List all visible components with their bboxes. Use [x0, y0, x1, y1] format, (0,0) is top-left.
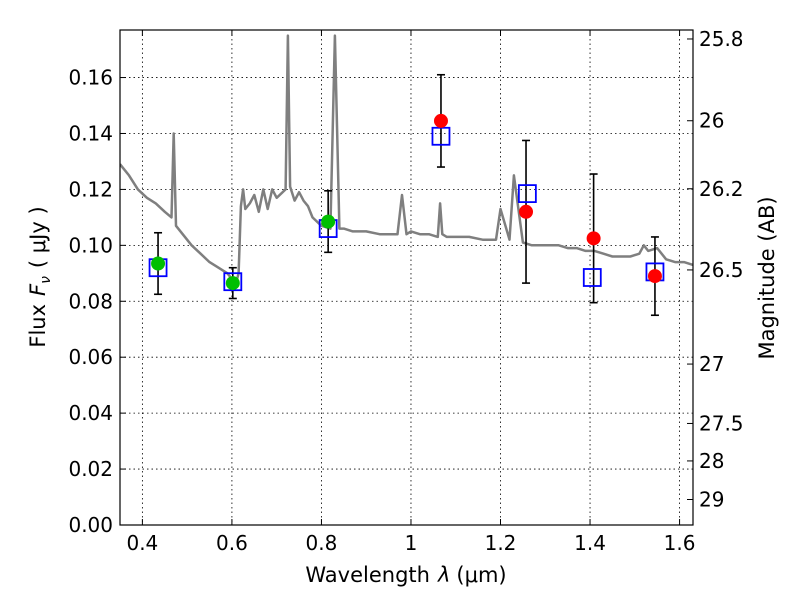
- plot-frame: [119, 29, 694, 526]
- x-tick-label: 0.4: [126, 531, 158, 555]
- observed-points-layer: [151, 113, 662, 291]
- y2-tick-label: 26.5: [699, 258, 744, 282]
- y-tick-label: 0.06: [68, 345, 113, 369]
- y-tick-label: 0.00: [68, 513, 113, 537]
- observed-point: [586, 231, 601, 246]
- y2-tick-label: 29: [699, 487, 724, 511]
- y-tick-label: 0.10: [68, 233, 113, 257]
- y2-tick-label: 27.5: [699, 411, 744, 435]
- axis-ticks: 0.4 0.6 0.8 1 1.2 1.4 1.6 0.00 0.02 0.04 0.06 0.08 0…: [68, 27, 743, 555]
- y-tick-label: 0.04: [68, 401, 113, 425]
- model-square-point: [223, 272, 243, 292]
- model-square-point: [517, 184, 537, 204]
- x-tick-label: 1.4: [574, 531, 606, 555]
- x-axis-title: Wavelength λ (μm): [305, 563, 506, 587]
- x-tick-label: 1: [405, 531, 418, 555]
- spectrum-line: [120, 34, 693, 283]
- observed-point: [151, 256, 166, 271]
- y-axis-title: FluxFν( μJy ): [26, 206, 54, 347]
- y2-tick-label: 28: [699, 449, 724, 473]
- y2-tick-label: 26: [699, 109, 724, 133]
- y-tick-label: 0.16: [68, 66, 113, 90]
- grid-lines: [120, 30, 693, 526]
- plot-area: [120, 34, 693, 317]
- y-tick-label: 0.12: [68, 177, 113, 201]
- observed-point: [433, 113, 448, 128]
- observed-point: [321, 214, 336, 229]
- y2-tick-label: 27: [699, 352, 724, 376]
- observed-point: [519, 204, 534, 219]
- model-square-point: [582, 268, 602, 287]
- x-tick-label: 1.6: [664, 531, 696, 555]
- y2-tick-label: 25.8: [699, 27, 744, 51]
- observed-point: [647, 269, 662, 284]
- spectrum-layer: [120, 34, 693, 283]
- x-tick-label: 0.6: [216, 531, 248, 555]
- y-tick-label: 0.02: [68, 457, 113, 481]
- y2-axis-title: Magnitude (AB): [755, 196, 779, 359]
- observed-point: [225, 276, 240, 291]
- y-tick-label: 0.14: [68, 121, 113, 145]
- x-tick-label: 0.8: [306, 531, 338, 555]
- y-tick-label: 0.08: [68, 289, 113, 313]
- y2-tick-label: 26.2: [699, 177, 744, 201]
- x-tick-label: 1.2: [485, 531, 517, 555]
